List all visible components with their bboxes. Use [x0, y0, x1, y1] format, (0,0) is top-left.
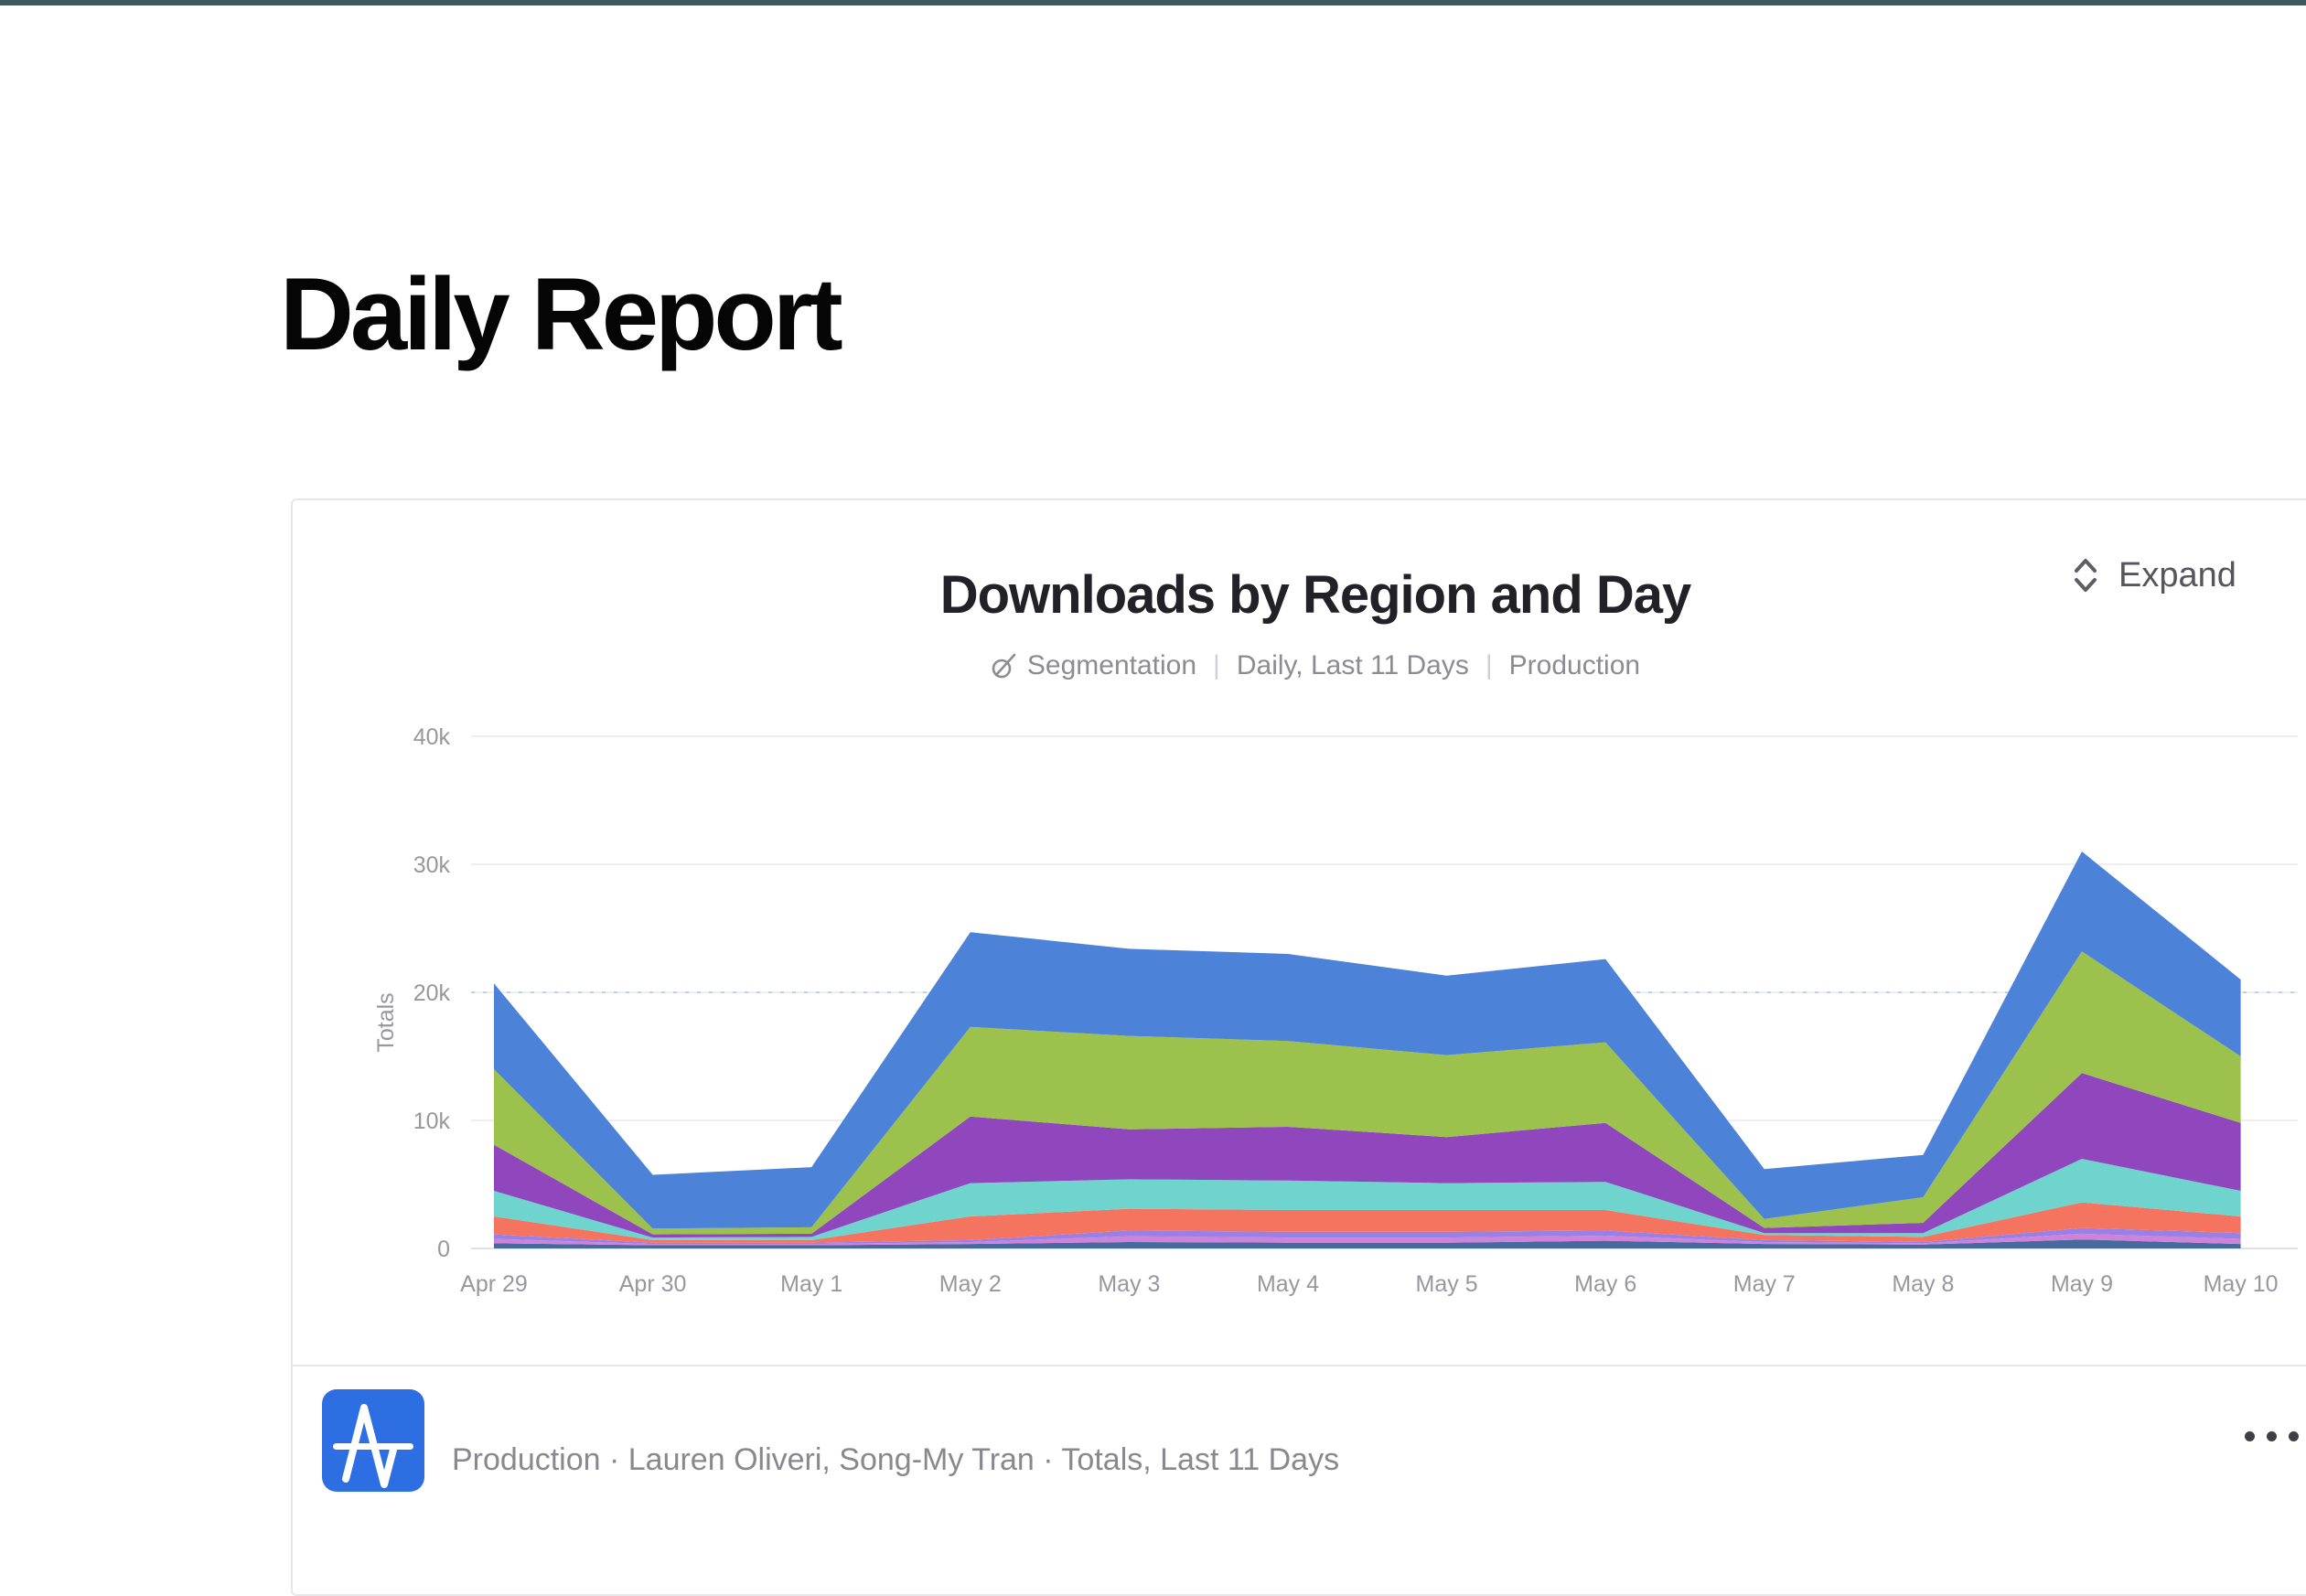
- expand-button[interactable]: Expand: [2064, 548, 2242, 603]
- environment-label: Production: [1508, 650, 1641, 680]
- expand-chevrons-icon: [2069, 553, 2102, 597]
- chart-subtitle: Segmentation | Daily, Last 11 Days | Pro…: [293, 650, 2306, 681]
- date-range-label: Daily, Last 11 Days: [1236, 650, 1469, 680]
- expand-label: Expand: [2118, 555, 2236, 594]
- chart-type-segment: Segmentation: [991, 650, 1196, 681]
- more-menu-button[interactable]: [2237, 1424, 2306, 1449]
- more-dots-icon: [2289, 1431, 2299, 1441]
- chart-type-label: Segmentation: [1026, 650, 1197, 680]
- subtitle-divider: |: [1213, 650, 1220, 680]
- card-footer-divider: [293, 1365, 2306, 1366]
- top-accent-bar: [0, 0, 2306, 5]
- chart-title: Downloads by Region and Day: [939, 565, 1692, 625]
- amplitude-logo: [322, 1389, 424, 1492]
- page-title: Daily Report: [280, 257, 843, 371]
- subtitle-divider: |: [1485, 650, 1493, 680]
- more-dots-icon: [2267, 1431, 2277, 1441]
- more-dots-icon: [2245, 1431, 2255, 1441]
- report-chart-card: Downloads by Region and Day Segmentation…: [291, 498, 2306, 1596]
- segmentation-chart-icon: [991, 650, 1018, 681]
- report-source-summary: Production · Lauren Oliveri, Song-My Tra…: [452, 1442, 1340, 1477]
